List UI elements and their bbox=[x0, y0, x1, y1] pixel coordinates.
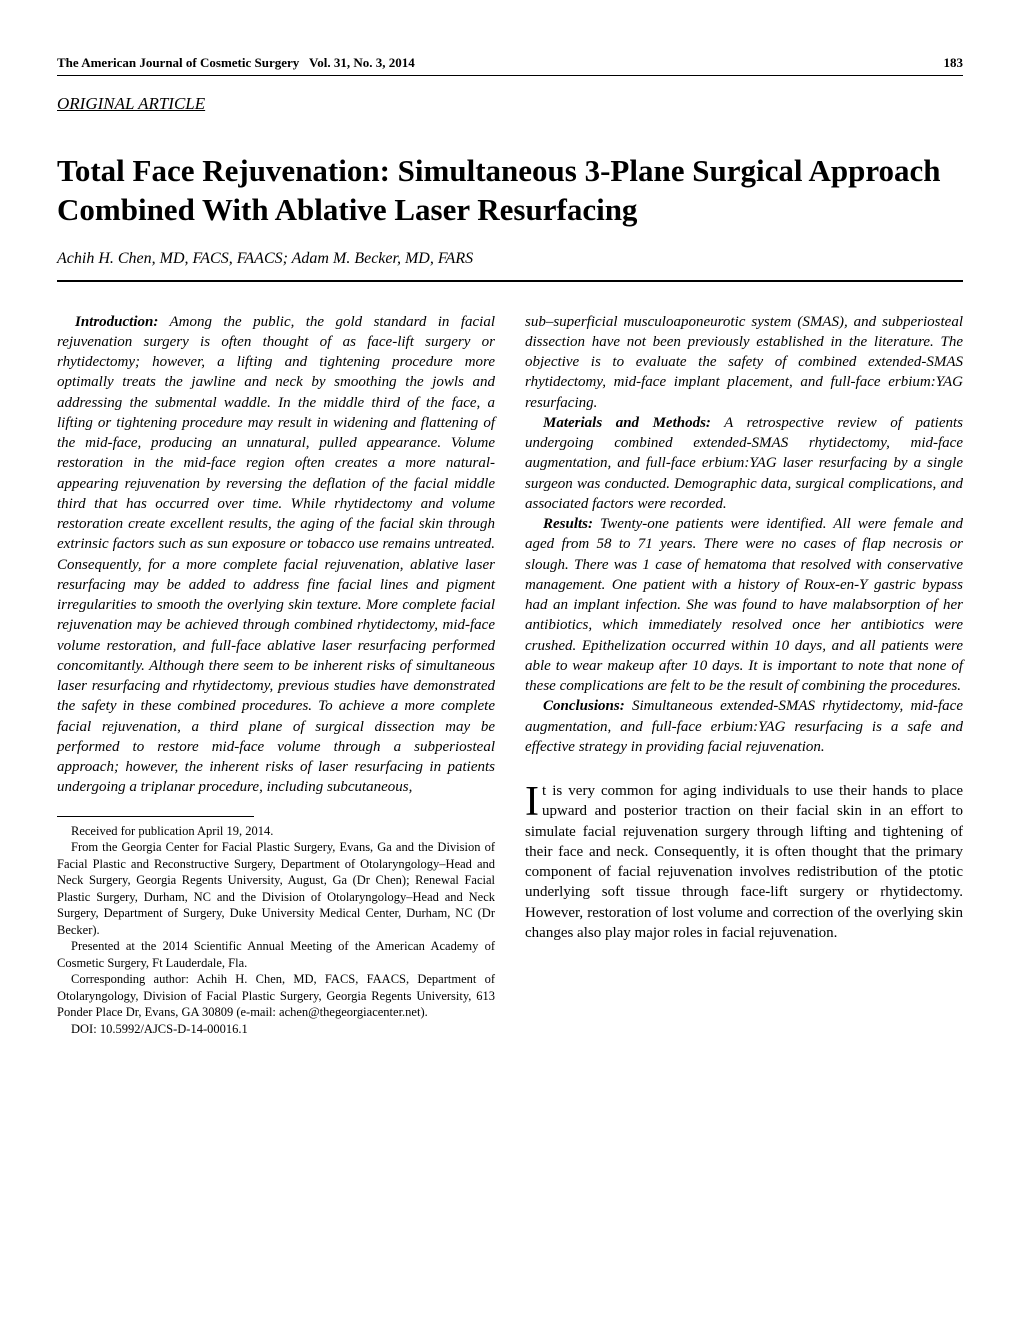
footnote-presented: Presented at the 2014 Scientific Annual … bbox=[57, 938, 495, 971]
right-column: sub–superficial musculoaponeurotic syste… bbox=[525, 312, 963, 1038]
running-header: The American Journal of Cosmetic Surgery… bbox=[57, 55, 963, 76]
two-column-content: Introduction: Among the public, the gold… bbox=[57, 312, 963, 1038]
title-divider bbox=[57, 280, 963, 282]
dropcap: I bbox=[525, 781, 542, 821]
footnote-divider bbox=[57, 816, 254, 817]
footnote-corresponding: Corresponding author: Achih H. Chen, MD,… bbox=[57, 971, 495, 1021]
page-number: 183 bbox=[944, 55, 964, 71]
footnote-received: Received for publication April 19, 2014. bbox=[57, 823, 495, 840]
results-heading: Results: bbox=[543, 516, 593, 532]
conclusions-heading: Conclusions: bbox=[543, 698, 625, 714]
article-title: Total Face Rejuvenation: Simultaneous 3-… bbox=[57, 152, 963, 230]
intro-heading: Introduction: bbox=[75, 314, 158, 330]
abstract-intro: Introduction: Among the public, the gold… bbox=[57, 312, 495, 798]
methods-heading: Materials and Methods: bbox=[543, 415, 711, 431]
results-text: Twenty-one patients were identified. All… bbox=[525, 516, 963, 694]
footnotes: Received for publication April 19, 2014.… bbox=[57, 823, 495, 1038]
section-label: ORIGINAL ARTICLE bbox=[57, 94, 963, 114]
intro-continuation: sub–superficial musculoaponeurotic syste… bbox=[525, 312, 963, 413]
left-column: Introduction: Among the public, the gold… bbox=[57, 312, 495, 1038]
intro-text: Among the public, the gold standard in f… bbox=[57, 314, 495, 796]
abstract-right: sub–superficial musculoaponeurotic syste… bbox=[525, 312, 963, 758]
footnote-affiliation: From the Georgia Center for Facial Plast… bbox=[57, 839, 495, 938]
body-paragraph: t is very common for aging individuals t… bbox=[525, 783, 963, 941]
authors: Achih H. Chen, MD, FACS, FAACS; Adam M. … bbox=[57, 250, 963, 268]
body-text: It is very common for aging individuals … bbox=[525, 781, 963, 943]
journal-info: The American Journal of Cosmetic Surgery… bbox=[57, 55, 415, 71]
footnote-doi: DOI: 10.5992/AJCS-D-14-00016.1 bbox=[57, 1021, 495, 1038]
